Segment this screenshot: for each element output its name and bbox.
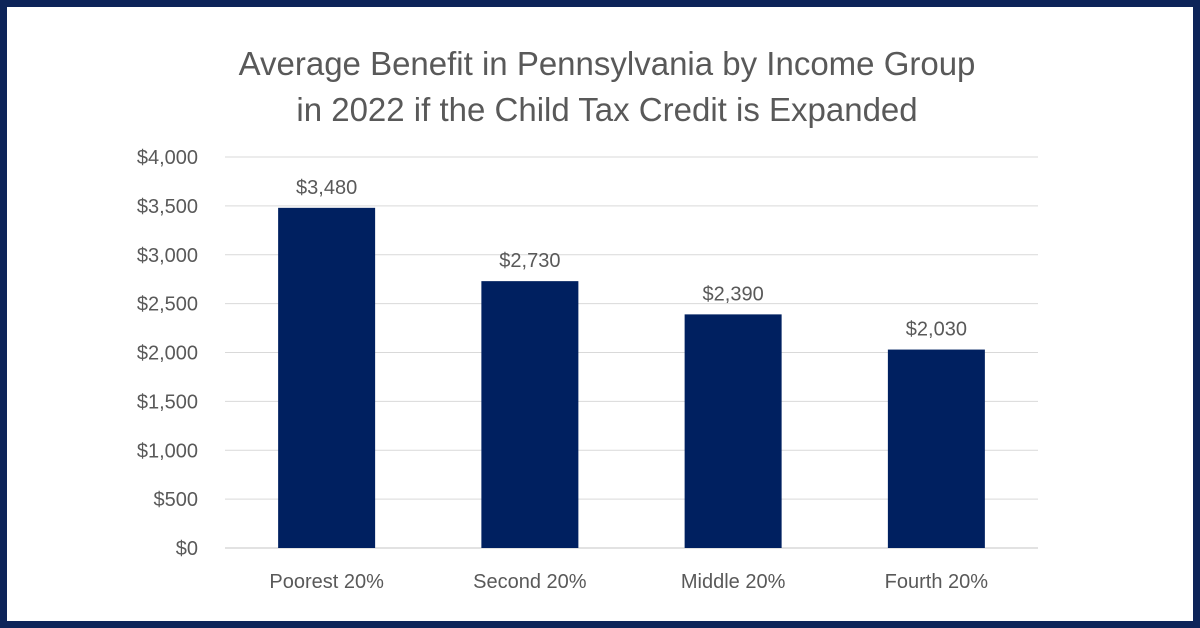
data-label: $3,480 [296, 177, 357, 199]
x-tick-label: Poorest 20% [269, 571, 384, 593]
bar [684, 314, 782, 548]
y-tick-label: $3,500 [137, 196, 198, 218]
y-tick-label: $2,500 [137, 294, 198, 316]
chart-title-line-2: in 2022 if the Child Tax Credit is Expan… [296, 91, 918, 128]
bar [278, 207, 376, 548]
x-tick-label: Fourth 20% [885, 571, 989, 593]
y-tick-label: $4,000 [137, 147, 198, 169]
bar [887, 349, 985, 548]
y-tick-label: $0 [176, 538, 198, 560]
chart-title: Average Benefit in Pennsylvania by Incom… [7, 41, 1200, 133]
x-tick-label: Second 20% [473, 571, 587, 593]
y-tick-label: $1,500 [137, 391, 198, 413]
y-tick-label: $2,000 [137, 343, 198, 365]
y-tick-label: $3,000 [137, 245, 198, 267]
y-tick-label: $500 [154, 489, 199, 511]
data-label: $2,730 [499, 250, 560, 272]
data-label: $2,030 [906, 319, 967, 341]
chart-title-line-1: Average Benefit in Pennsylvania by Incom… [238, 45, 976, 82]
bar [481, 281, 579, 548]
y-tick-label: $1,000 [137, 440, 198, 462]
x-tick-label: Middle 20% [681, 571, 786, 593]
data-label: $2,390 [703, 283, 764, 305]
